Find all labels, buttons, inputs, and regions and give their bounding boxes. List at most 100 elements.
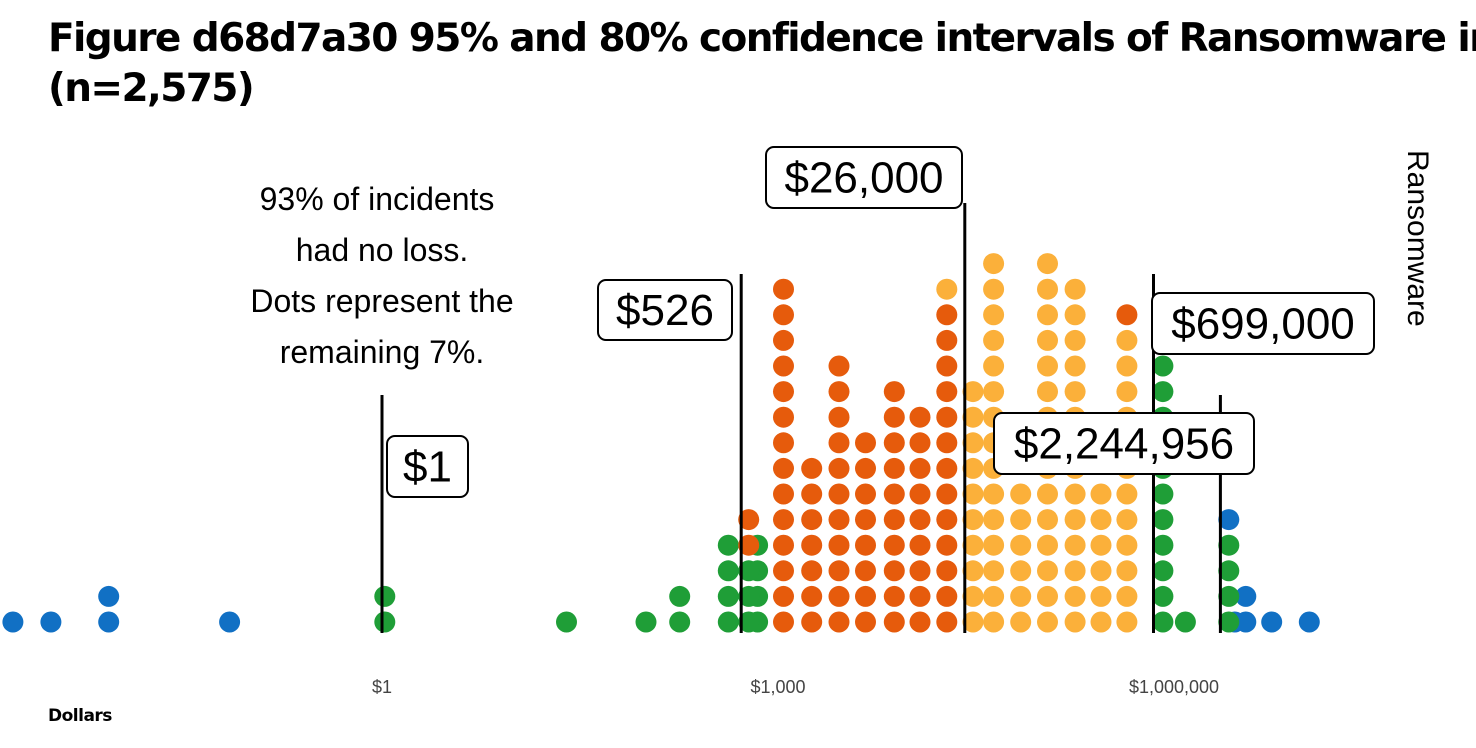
x-tick-label: $1,000 <box>750 677 805 697</box>
data-dot <box>983 534 1005 556</box>
data-dot <box>936 534 958 556</box>
marker-label: $2,244,956 <box>993 412 1255 475</box>
data-dot <box>909 509 931 531</box>
data-dot <box>983 560 1005 582</box>
data-dot <box>1218 534 1240 556</box>
data-dot <box>909 432 931 454</box>
data-dot <box>98 611 120 633</box>
data-dot <box>1090 585 1112 607</box>
data-dot <box>1152 611 1174 633</box>
data-dot <box>983 304 1005 326</box>
data-dot <box>962 432 984 454</box>
data-dot <box>883 483 905 505</box>
data-dot <box>801 611 823 633</box>
data-dot <box>773 585 794 607</box>
data-dot <box>1010 509 1032 531</box>
data-dot <box>1116 381 1138 403</box>
data-dot <box>962 560 984 582</box>
data-dot <box>983 509 1005 531</box>
data-dot <box>1152 560 1174 582</box>
data-dot <box>1261 611 1283 633</box>
data-dot <box>738 585 760 607</box>
data-dot <box>1235 585 1257 607</box>
data-dot <box>983 483 1005 505</box>
data-dot <box>773 304 794 326</box>
data-dot <box>828 381 850 403</box>
data-dot <box>738 611 760 633</box>
data-dot <box>801 560 823 582</box>
data-dot <box>717 611 739 633</box>
data-dot <box>1037 483 1058 505</box>
data-dot <box>669 585 691 607</box>
data-dot <box>1090 534 1112 556</box>
data-dot <box>883 585 905 607</box>
data-dot <box>773 432 794 454</box>
marker-label-box <box>597 279 733 341</box>
data-dot <box>1010 585 1032 607</box>
data-dot <box>1010 560 1032 582</box>
marker-label-box <box>386 435 469 498</box>
data-dot <box>936 611 958 633</box>
data-dot <box>1064 304 1086 326</box>
x-axis-label: Dollars <box>48 706 112 726</box>
data-dot <box>1037 585 1058 607</box>
data-dot <box>1152 355 1174 377</box>
data-dot <box>773 611 794 633</box>
data-dot <box>909 560 931 582</box>
data-dot <box>1064 355 1086 377</box>
data-dot <box>962 509 984 531</box>
data-dot <box>219 611 241 633</box>
marker-label-box <box>1151 292 1375 355</box>
data-dot <box>717 534 739 556</box>
data-dot <box>828 534 850 556</box>
data-dot <box>773 406 794 428</box>
data-dot <box>1064 483 1086 505</box>
data-dot <box>773 483 794 505</box>
data-dot <box>936 432 958 454</box>
data-dot <box>936 381 958 403</box>
data-dot <box>828 585 850 607</box>
data-dot <box>717 585 739 607</box>
data-dot <box>962 483 984 505</box>
chart-title-line-1: Figure d68d7a30 95% and 80% confidence i… <box>48 16 1476 61</box>
data-dot <box>1116 304 1138 326</box>
data-dot <box>936 406 958 428</box>
data-dot <box>962 534 984 556</box>
data-dot <box>883 560 905 582</box>
data-dot <box>1116 355 1138 377</box>
data-dot <box>983 253 1005 275</box>
data-dot <box>855 534 876 556</box>
data-dot <box>773 457 794 479</box>
data-dot <box>936 585 958 607</box>
data-dot <box>1037 278 1058 300</box>
data-dot <box>936 509 958 531</box>
data-dot <box>936 457 958 479</box>
data-dot <box>983 278 1005 300</box>
data-dot <box>883 406 905 428</box>
data-dot <box>1064 560 1086 582</box>
data-dot <box>1090 483 1112 505</box>
data-dot <box>1064 509 1086 531</box>
data-dot <box>801 457 823 479</box>
data-dot <box>1064 585 1086 607</box>
data-dot <box>1116 611 1138 633</box>
data-dot <box>855 611 876 633</box>
marker-label: $526 <box>597 279 733 341</box>
data-dot <box>98 585 120 607</box>
data-dot <box>801 483 823 505</box>
data-dot <box>983 611 1005 633</box>
data-dot <box>883 432 905 454</box>
data-dot <box>1037 253 1058 275</box>
data-dot <box>883 509 905 531</box>
data-dot <box>1090 509 1112 531</box>
data-dot <box>936 560 958 582</box>
data-dot <box>883 534 905 556</box>
facet-label: Ransomware <box>1401 150 1434 327</box>
data-dot <box>1218 585 1240 607</box>
data-dot <box>962 406 984 428</box>
annotation-line: remaining 7%. <box>280 334 485 370</box>
data-dot <box>773 278 794 300</box>
data-dot <box>1152 534 1174 556</box>
marker-label-text: $699,000 <box>1171 300 1355 349</box>
